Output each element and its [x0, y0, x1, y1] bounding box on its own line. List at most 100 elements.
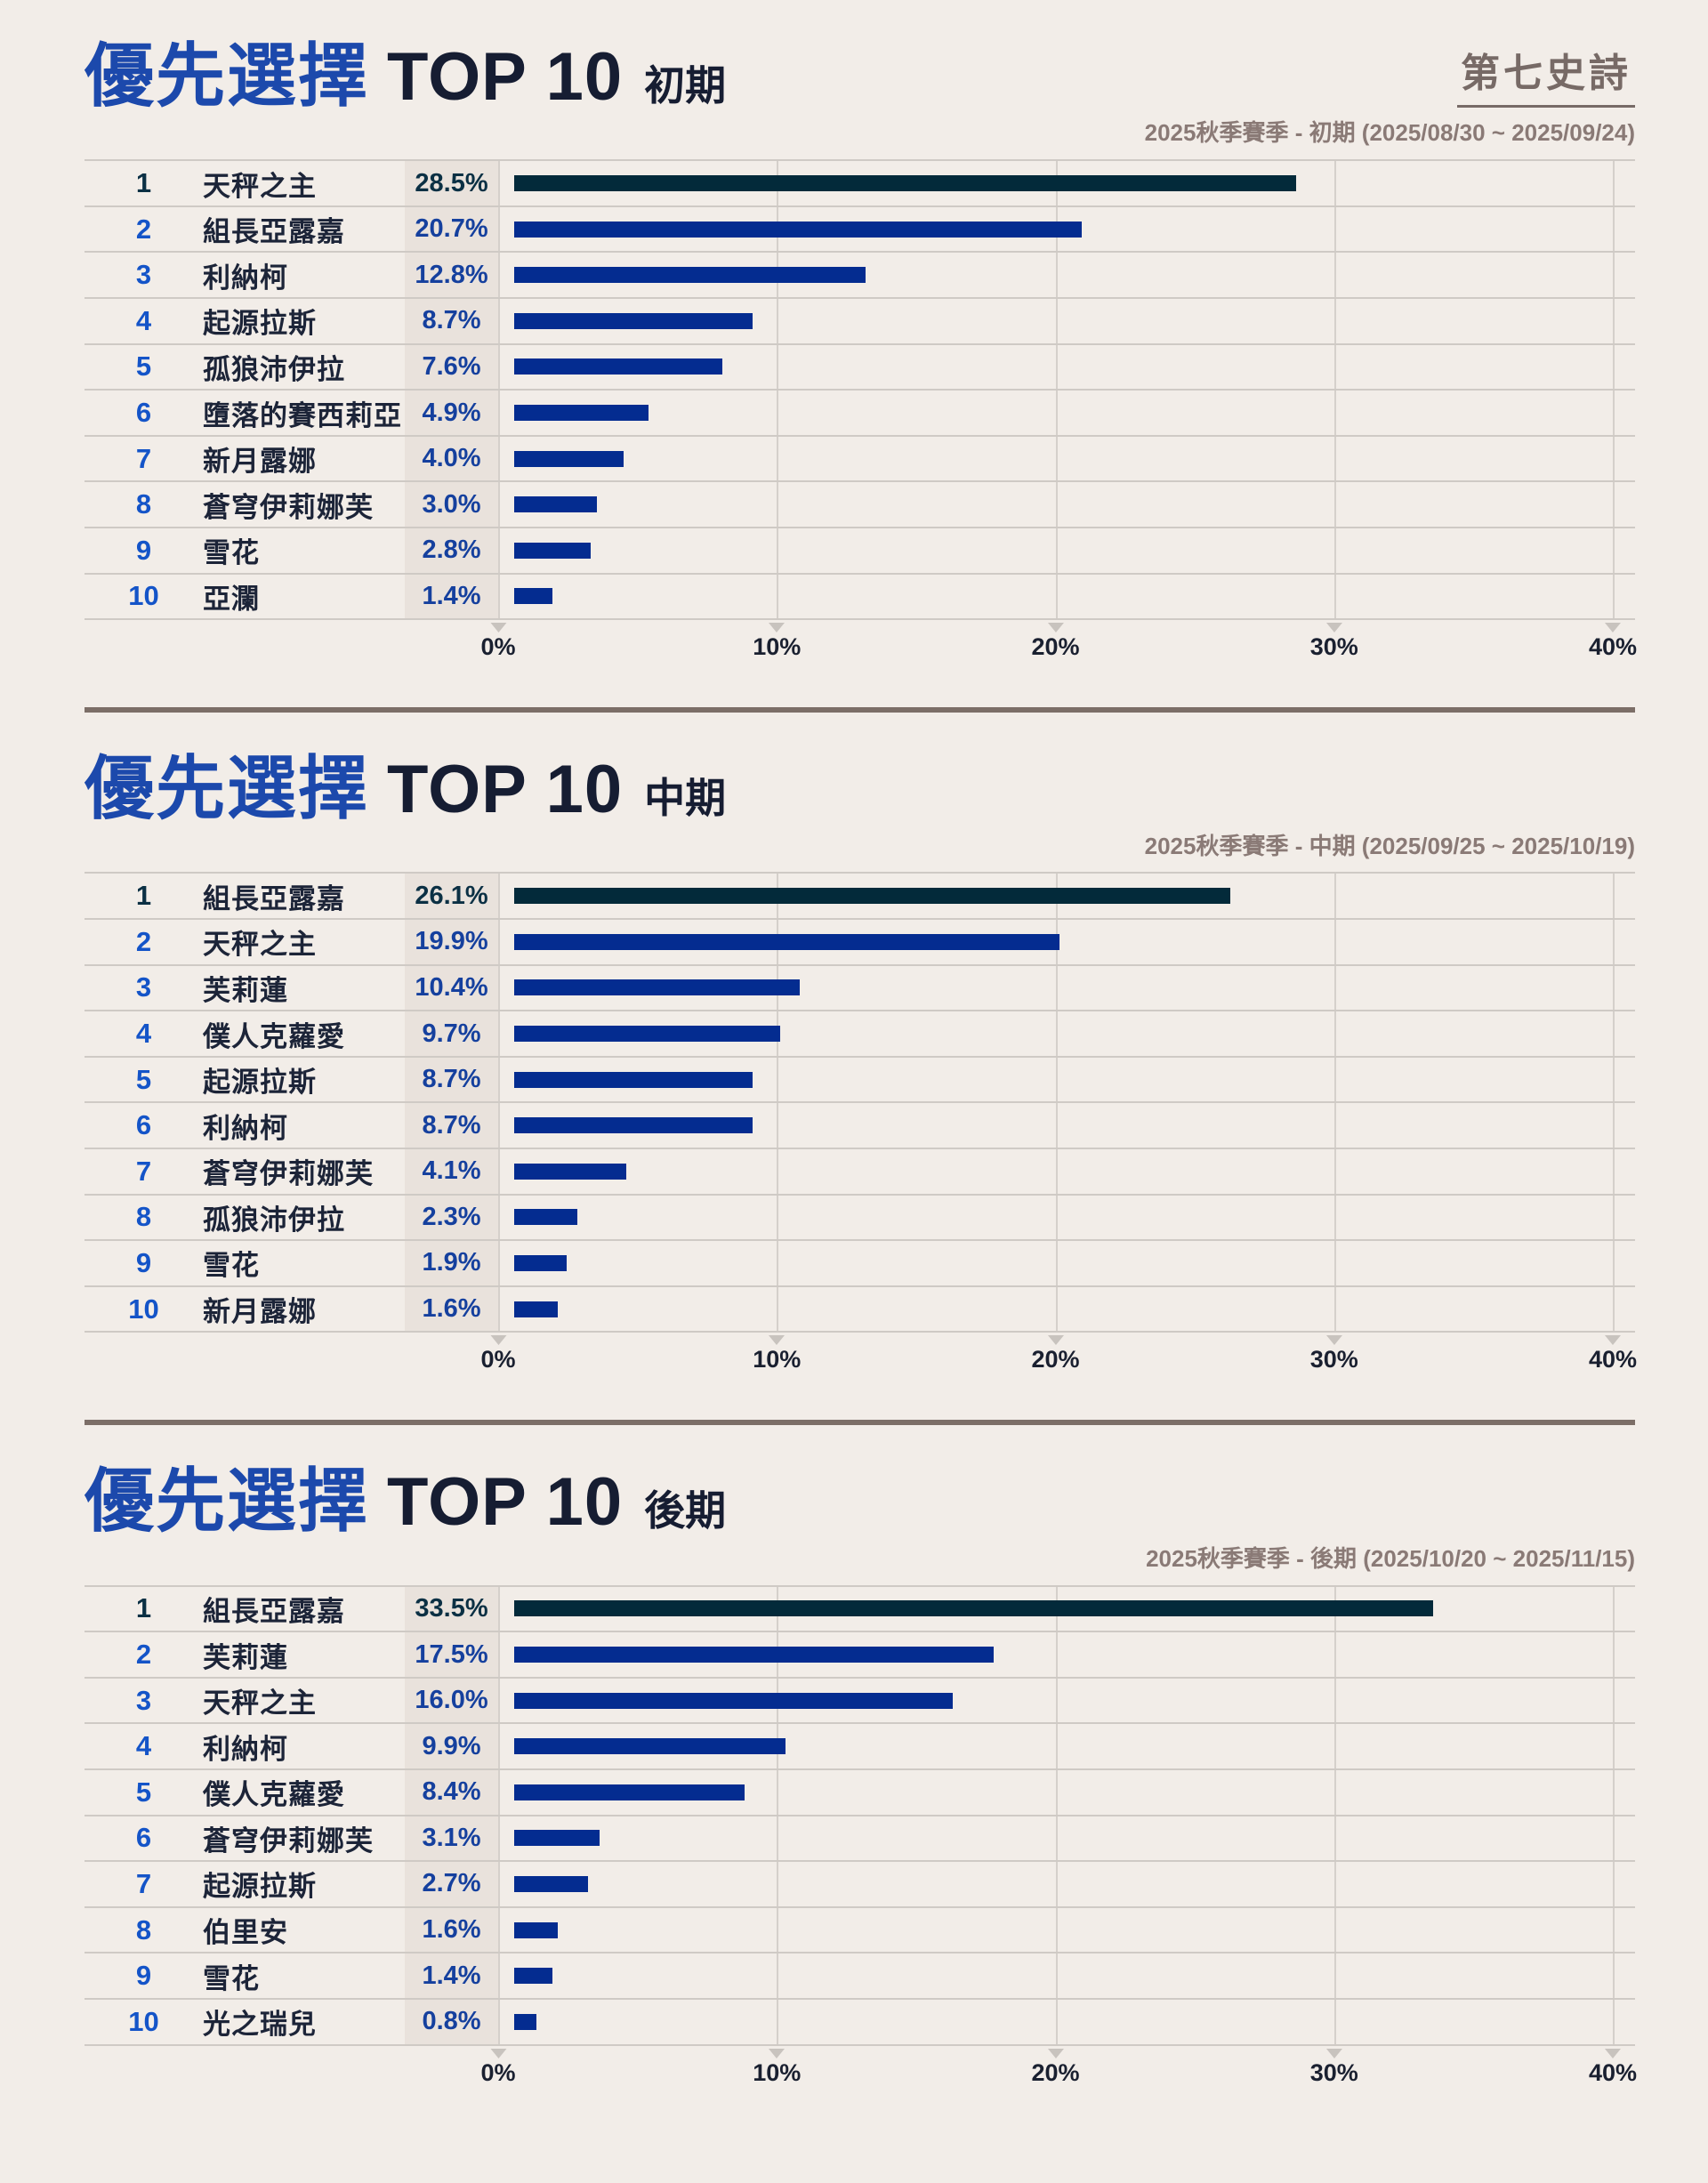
- bar-cell: [498, 299, 1635, 343]
- bar: [514, 1209, 577, 1226]
- rank-number: 9: [135, 1960, 152, 1992]
- bar-cell: [498, 1149, 1635, 1194]
- x-axis: 0% 10% 20% 30% 40%: [85, 2046, 1637, 2098]
- table-row: 2 天秤之主 19.9%: [85, 920, 1635, 966]
- axis-tick-label: 10%: [753, 633, 802, 661]
- rank-number: 3: [135, 259, 152, 291]
- rank-number: 7: [135, 1867, 152, 1899]
- season-subtitle: 2025秋季賽季 - 初期 (2025/08/30 ~ 2025/09/24): [1144, 119, 1635, 147]
- title-main: 優先選擇: [85, 1462, 370, 1541]
- gridline: [777, 161, 779, 621]
- rank-number: 10: [128, 580, 159, 612]
- gridline: [498, 874, 500, 1333]
- gridline: [1333, 874, 1336, 1333]
- percent-label: 1.6%: [422, 1294, 481, 1324]
- section-title: 優先選擇 TOP 10 初期: [85, 36, 1635, 115]
- gridline: [498, 1586, 500, 2046]
- section-divider: [85, 1420, 1635, 1426]
- table-row: 9 雪花 2.8%: [85, 528, 1635, 575]
- bar-cell: [498, 1632, 1635, 1677]
- axis-tick-label: 30%: [1309, 633, 1358, 661]
- bar: [514, 933, 1060, 950]
- bar: [514, 1026, 780, 1043]
- rank-number: 6: [135, 397, 152, 429]
- rows: 1 組長亞露嘉 33.5% 2 芙莉蓮 17.5% 3 天秤之主 16.0% 4 利納柯 9.9% 5 僕…: [85, 1584, 1635, 2046]
- bar-cell: [498, 1770, 1635, 1815]
- chart: 1 組長亞露嘉 26.1% 2 天秤之主 19.9% 3 芙莉蓮 10.4% 4 僕人克蘿愛 9.7%…: [85, 872, 1638, 1384]
- bar: [514, 175, 1296, 192]
- percent-label: 8.7%: [422, 1065, 481, 1094]
- table-row: 3 天秤之主 16.0%: [85, 1679, 1635, 1725]
- percent-label: 2.3%: [422, 1202, 481, 1231]
- gridline: [1613, 161, 1615, 621]
- table-row: 1 組長亞露嘉 33.5%: [85, 1587, 1635, 1633]
- axis-tick-label: 30%: [1309, 2058, 1358, 2086]
- percent-label: 10.4%: [415, 972, 488, 1002]
- percent-label: 33.5%: [415, 1593, 488, 1623]
- percent-label: 28.5%: [415, 168, 488, 197]
- bar-cell: [498, 1058, 1635, 1102]
- bar-cell: [498, 1103, 1635, 1148]
- tick-triangle-icon: [1604, 2048, 1621, 2058]
- tick-triangle-icon: [1604, 1335, 1621, 1346]
- bar-cell: [498, 437, 1635, 481]
- bar: [514, 1254, 567, 1271]
- table-row: 2 芙莉蓮 17.5%: [85, 1632, 1635, 1679]
- axis-tick: 40%: [1589, 620, 1637, 661]
- percent-label: 1.4%: [422, 1961, 481, 1990]
- percent-label: 9.9%: [422, 1731, 481, 1760]
- bar: [514, 1647, 995, 1663]
- axis-tick: 10%: [753, 620, 801, 661]
- bar: [514, 1875, 589, 1892]
- character-name: 雪花: [203, 1962, 260, 1994]
- tick-triangle-icon: [1604, 623, 1621, 633]
- bar-cell: [498, 2000, 1635, 2044]
- rank-number: 8: [135, 1201, 152, 1233]
- rank-number: 1: [135, 880, 152, 912]
- character-name: 蒼穹伊莉娜芙: [203, 1158, 374, 1190]
- percent-label: 2.7%: [422, 1869, 481, 1898]
- rank-number: 8: [135, 488, 152, 520]
- gridline: [1333, 1586, 1336, 2046]
- character-name: 孤狼沛伊拉: [203, 353, 345, 385]
- tick-triangle-icon: [1047, 2048, 1064, 2058]
- table-row: 5 起源拉斯 8.7%: [85, 1058, 1635, 1104]
- axis-tick-label: 40%: [1588, 1346, 1638, 1373]
- axis-tick: 20%: [1031, 1333, 1080, 1373]
- character-name: 新月露娜: [203, 1296, 317, 1328]
- bar-cell: [498, 1724, 1635, 1768]
- bar: [514, 221, 1083, 238]
- bar-cell: [498, 575, 1635, 619]
- axis-tick: 10%: [753, 2046, 801, 2087]
- rank-number: 2: [135, 925, 152, 957]
- character-name: 新月露娜: [203, 446, 317, 478]
- tick-triangle-icon: [490, 2048, 506, 2058]
- bar: [514, 1600, 1433, 1617]
- bar: [514, 405, 649, 422]
- percent-label: 1.4%: [422, 581, 481, 610]
- table-row: 8 孤狼沛伊拉 2.3%: [85, 1196, 1635, 1242]
- percent-label: 0.8%: [422, 2007, 481, 2036]
- bar-cell: [498, 482, 1635, 527]
- bar: [514, 1163, 627, 1180]
- rank-number: 8: [135, 1913, 152, 1945]
- bar: [514, 888, 1230, 905]
- table-row: 3 利納柯 12.8%: [85, 253, 1635, 300]
- table-row: 2 組長亞露嘉 20.7%: [85, 207, 1635, 254]
- gridline: [1055, 874, 1058, 1333]
- table-row: 9 雪花 1.9%: [85, 1241, 1635, 1287]
- character-name: 起源拉斯: [203, 1871, 317, 1903]
- character-name: 僕人克蘿愛: [203, 1779, 345, 1811]
- axis-tick-label: 0%: [480, 1346, 516, 1373]
- table-row: 4 起源拉斯 8.7%: [85, 299, 1635, 345]
- gridline: [1613, 874, 1615, 1333]
- gridline: [1055, 161, 1058, 621]
- percent-label: 8.4%: [422, 1777, 481, 1807]
- tick-triangle-icon: [490, 1335, 506, 1346]
- table-row: 6 利納柯 8.7%: [85, 1103, 1635, 1149]
- axis-tick: 30%: [1310, 2046, 1358, 2087]
- rank-number: 7: [135, 442, 152, 474]
- bar-cell: [498, 1862, 1635, 1906]
- table-row: 10 亞瀾 1.4%: [85, 575, 1635, 621]
- character-name: 雪花: [203, 1250, 260, 1282]
